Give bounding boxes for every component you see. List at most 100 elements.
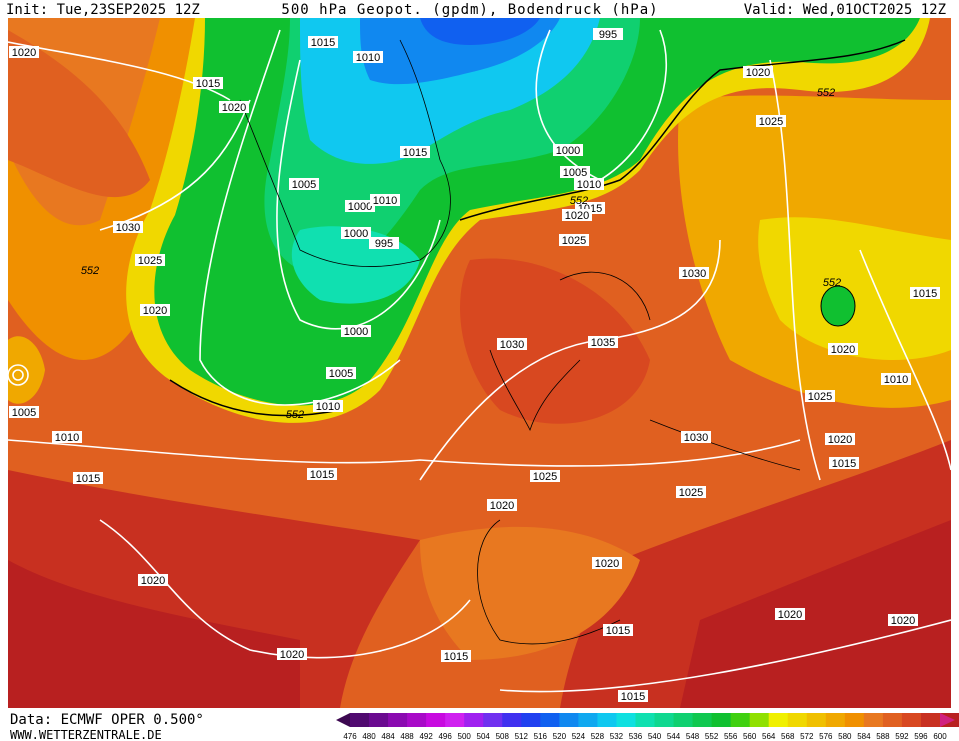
isobar-label-text: 1025: [138, 255, 162, 267]
isobar-label-text: 1020: [490, 500, 514, 512]
isobar-label-text: 1020: [828, 434, 852, 446]
isobar-label: 1020: [592, 557, 622, 570]
colorbar-swatch: [540, 713, 560, 727]
height-label: 552: [570, 195, 588, 207]
isobar-label-text: 1015: [403, 147, 427, 159]
colorbar-swatch: [635, 713, 656, 727]
colorbar-tick-label: 492: [419, 732, 433, 741]
isobar-label-bg: [681, 431, 711, 443]
colorbar-tick-label: 484: [381, 732, 395, 741]
isobar-label-text: 1005: [292, 179, 316, 191]
isobar-label-bg: [138, 574, 168, 586]
isobar-label-bg: [805, 390, 835, 402]
height-label-text: 552: [81, 265, 99, 277]
isobar-label: 1025: [805, 390, 835, 403]
colorbar-tick-label: 584: [857, 732, 871, 741]
colorbar-tick-label: 564: [762, 732, 776, 741]
isobar-label-text: 1010: [356, 52, 380, 64]
isobar-label: 1030: [679, 267, 709, 280]
isobar-label: 1015: [910, 287, 940, 300]
isobar-label: 995: [593, 28, 623, 41]
isobar-label: 1035: [588, 336, 618, 349]
colorbar-tick-label: 480: [362, 732, 376, 741]
isobar-label: 1010: [574, 178, 604, 191]
isobar-label-bg: [308, 36, 338, 48]
isobar-label-text: 1035: [591, 337, 615, 349]
colorbar-tick-label: 560: [743, 732, 757, 741]
isobar-label: 1015: [603, 624, 633, 637]
isobar-label-text: 1025: [679, 487, 703, 499]
isobar-label-text: 1000: [556, 145, 580, 157]
isobar-label-bg: [881, 373, 911, 385]
isobar-label: 1030: [497, 338, 527, 351]
colorbar-swatch: [692, 713, 713, 727]
colorbar-tick-label: 488: [400, 732, 414, 741]
colorbar-swatch: [483, 713, 503, 727]
isobar-label: 1020: [828, 343, 858, 356]
isobar-label-text: 1015: [444, 651, 468, 663]
height-label-text: 552: [570, 195, 588, 207]
isobar-label: 1020: [743, 66, 773, 79]
isobar-label: 1020: [219, 101, 249, 114]
isobar-label-bg: [487, 499, 517, 511]
colorbar-swatch: [806, 713, 827, 727]
isobar-label-text: 995: [375, 238, 393, 250]
map-field: [8, 18, 951, 708]
isobar-label: 1020: [138, 574, 168, 587]
colorbar-tick-label: 520: [553, 732, 567, 741]
isobar-label: 1015: [193, 77, 223, 90]
colorbar-tick-label: 600: [933, 732, 947, 741]
isobar-label-bg: [289, 178, 319, 190]
isobar-label-bg: [497, 338, 527, 350]
colorbar-swatch: [407, 713, 427, 727]
isobar-label-text: 1020: [746, 67, 770, 79]
isobar-label: 1005: [289, 178, 319, 191]
isobar-label-bg: [676, 486, 706, 498]
isobar-label-bg: [530, 470, 560, 482]
isobar-label-text: 1020: [565, 210, 589, 222]
isobar-label-text: 1010: [884, 374, 908, 386]
colorbar-swatch: [844, 713, 865, 727]
colorbar-tick-label: 476: [343, 732, 357, 741]
isobar-label: 1015: [73, 472, 103, 485]
colorbar-arrow: [336, 713, 350, 727]
colorbar-swatch: [521, 713, 541, 727]
colorbar-tick-label: 572: [800, 732, 814, 741]
height-label-text: 552: [817, 87, 835, 99]
isobar-label-text: 1015: [913, 288, 937, 300]
isobar-label-text: 1025: [562, 235, 586, 247]
isobar-label-text: 1025: [759, 116, 783, 128]
website: WWW.WETTERZENTRALE.DE: [10, 728, 162, 741]
isobar-label-text: 1025: [533, 471, 557, 483]
isobar-label: 1020: [277, 648, 307, 661]
colorbar-tick-label: 512: [515, 732, 529, 741]
isobar-label-text: 1010: [373, 195, 397, 207]
isobar-label-bg: [9, 46, 39, 58]
isobar-label-bg: [743, 66, 773, 78]
isobar-label-bg: [553, 144, 583, 156]
isobar-label: 1015: [618, 690, 648, 703]
colorbar-tick-label: 544: [667, 732, 681, 741]
isobar-label-text: 1015: [606, 625, 630, 637]
isobar-label: 1020: [562, 209, 592, 222]
isobar-label: 1005: [560, 166, 590, 179]
height-label-text: 552: [286, 409, 304, 421]
isobar-label: 1020: [888, 614, 918, 627]
isobar-label-bg: [135, 254, 165, 266]
isobar-label: 1025: [676, 486, 706, 499]
colorbar-swatch: [749, 713, 770, 727]
height-label: 552: [81, 265, 99, 277]
isobar-label-bg: [193, 77, 223, 89]
isobar-label: 1015: [441, 650, 471, 663]
colorbar-swatch: [787, 713, 808, 727]
colorbar-tick-label: 568: [781, 732, 795, 741]
colorbar-tick-label: 596: [914, 732, 928, 741]
isobar-label: 1025: [756, 115, 786, 128]
isobar-label-bg: [775, 608, 805, 620]
isobar-label-text: 1030: [684, 432, 708, 444]
isobar-label-bg: [910, 287, 940, 299]
isobar-label-bg: [441, 650, 471, 662]
isobar-label-bg: [277, 648, 307, 660]
isobar-label-bg: [341, 325, 371, 337]
isobar-label-text: 1010: [577, 179, 601, 191]
